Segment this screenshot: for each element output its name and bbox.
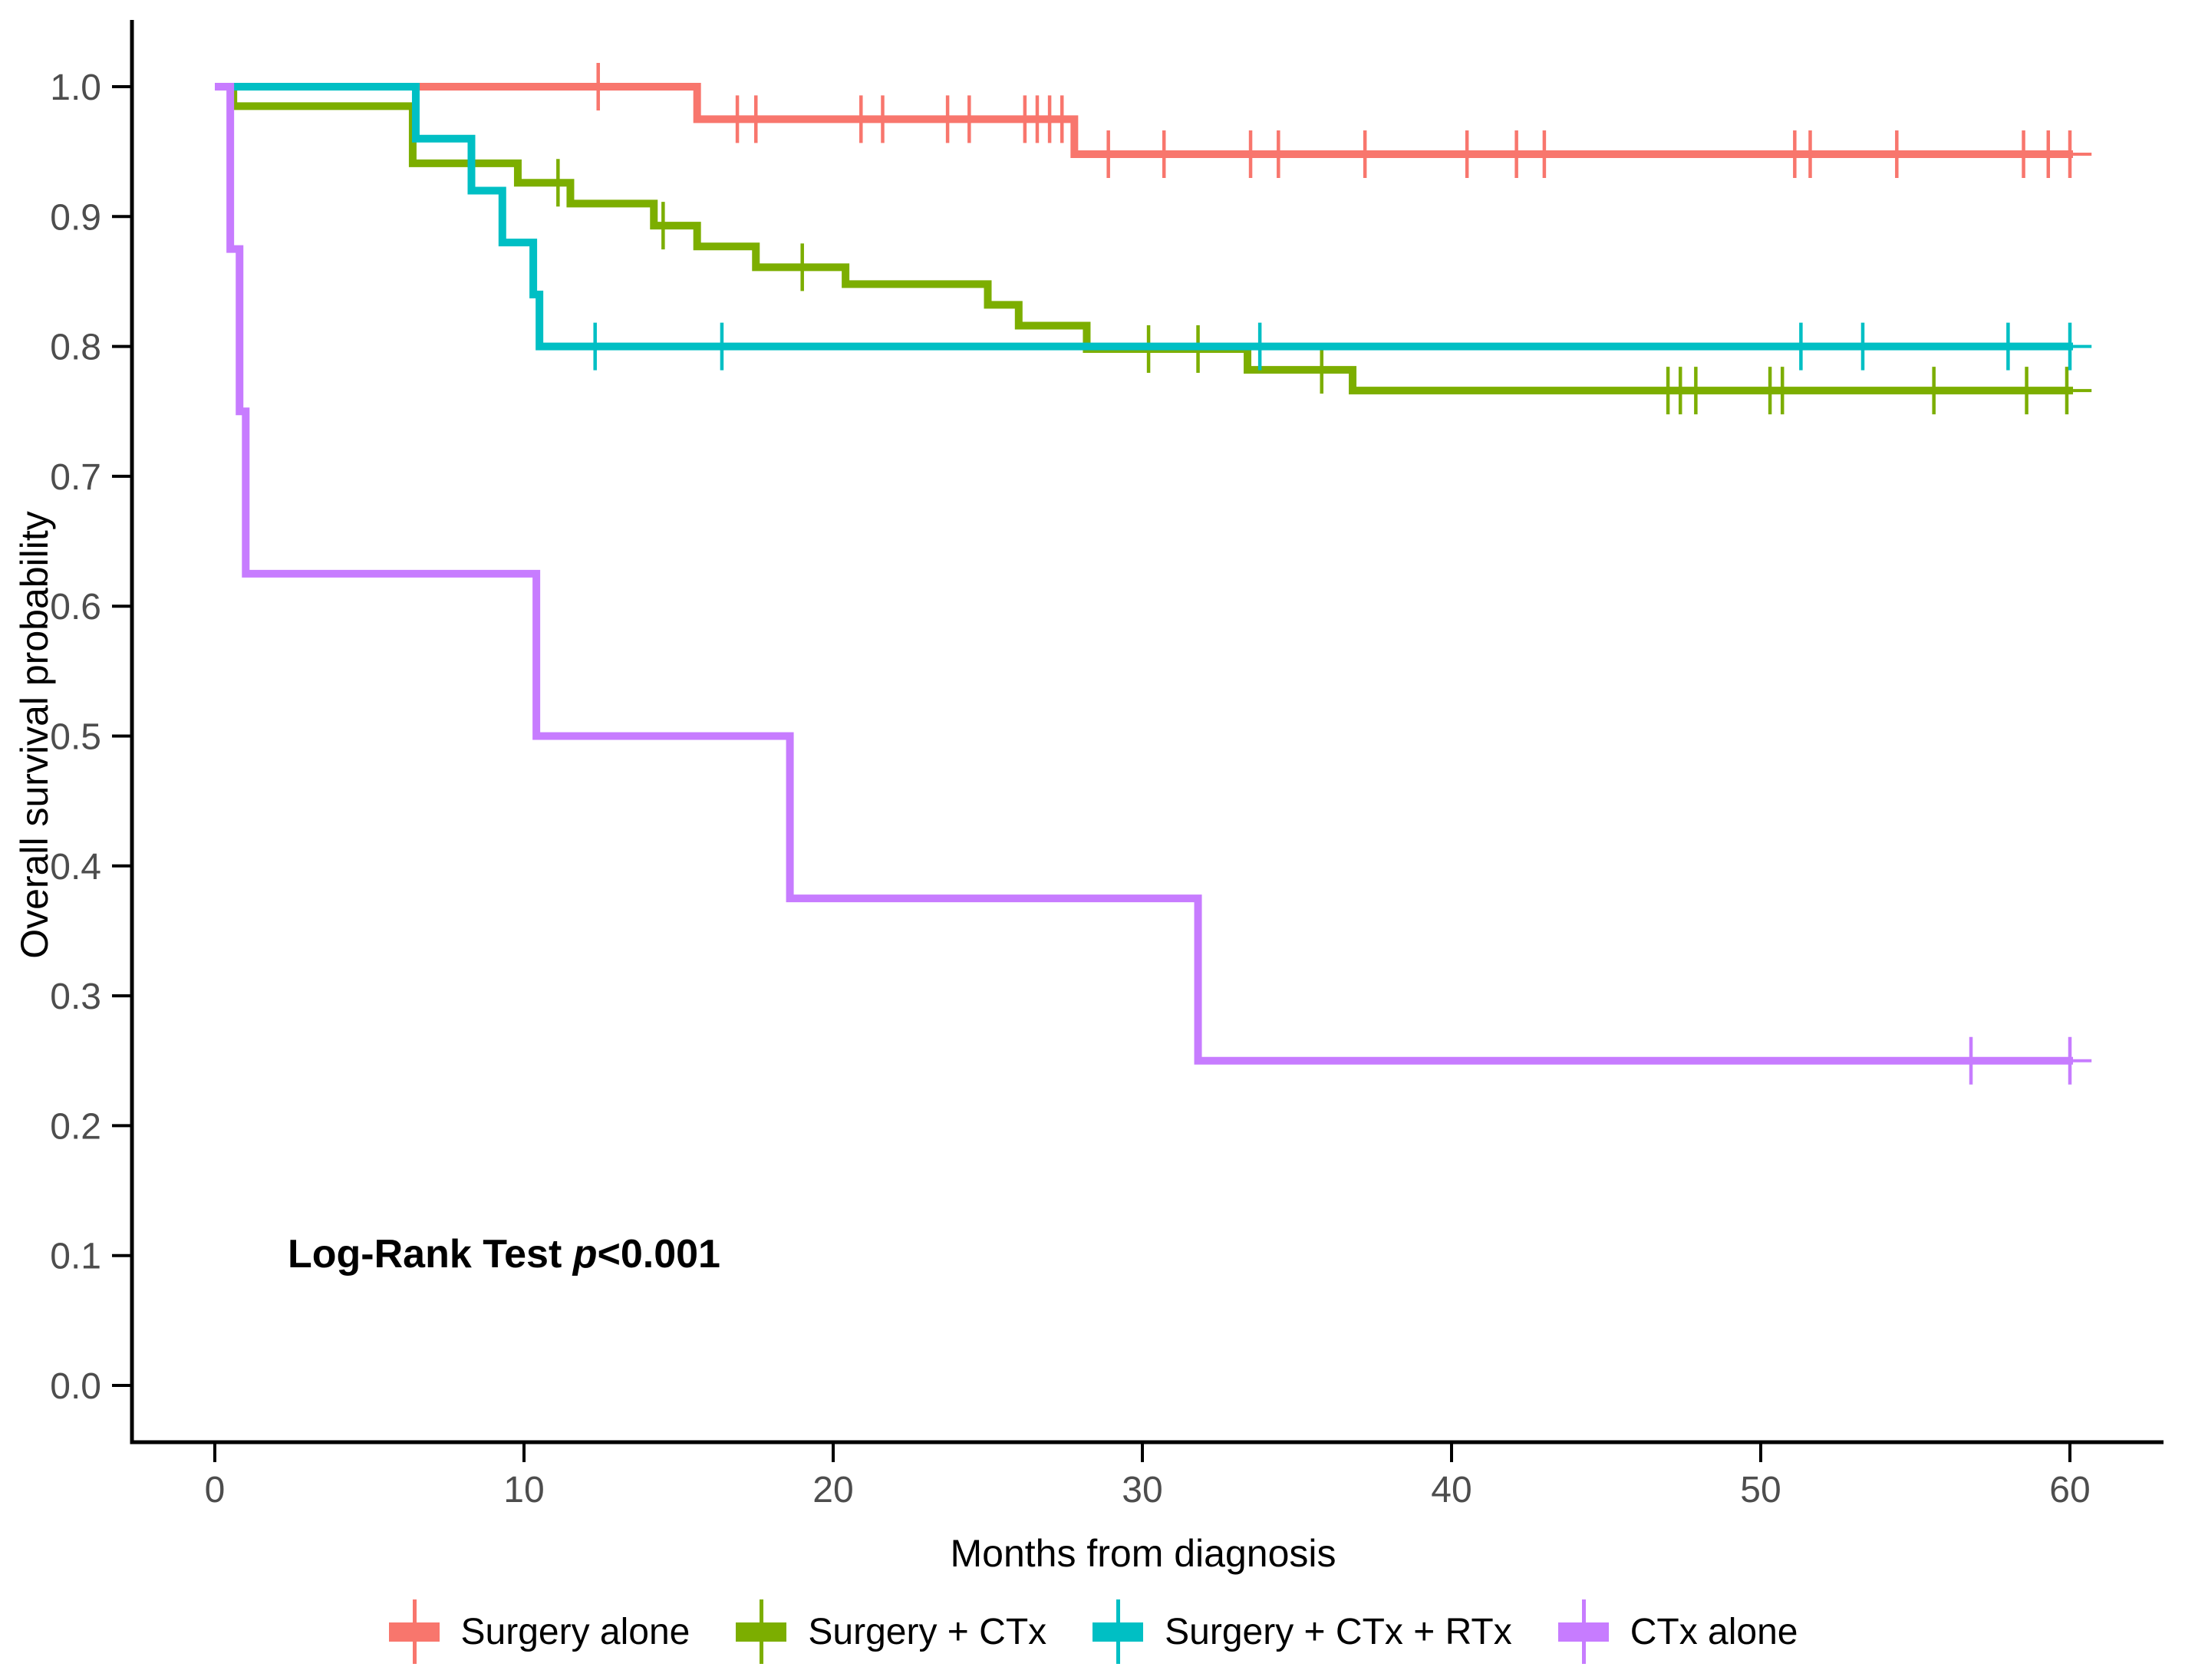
km-censor-key-icon [1557, 1595, 1610, 1668]
survival-curve-surgery-ctx-rtx [215, 83, 2092, 371]
survival-curve-ctx-alone [215, 83, 2092, 1085]
legend-item-ctx-alone: CTx alone [1557, 1595, 1798, 1668]
legend-item-surgery-ctx: Surgery + CTx [734, 1595, 1046, 1668]
y-tick-label: 0.3 [50, 977, 101, 1017]
y-tick-label: 0.6 [50, 587, 101, 628]
y-tick-label: 0.4 [50, 847, 101, 888]
annotation-prefix: Log-Rank Test [288, 1232, 573, 1276]
legend-label: Surgery + CTx [808, 1611, 1047, 1652]
log-rank-annotation: Log-Rank Test p<0.001 [288, 1232, 720, 1276]
x-tick-label: 40 [1431, 1470, 1471, 1510]
x-tick-label: 50 [1740, 1470, 1781, 1510]
y-tick-label: 0.9 [50, 197, 101, 238]
legend-key-bar [1557, 1622, 1609, 1642]
step-line [215, 83, 2074, 1065]
survival-curves [215, 63, 2092, 1085]
km-censor-key-icon [1091, 1595, 1145, 1668]
km-censor-key-icon [734, 1595, 788, 1668]
y-tick-label: 0.1 [50, 1237, 101, 1277]
x-tick-label: 30 [1122, 1470, 1162, 1510]
legend-key-bar [736, 1622, 787, 1642]
x-tick-label: 10 [503, 1470, 544, 1510]
annotation-p-symbol: p [572, 1232, 598, 1276]
step-line [215, 83, 2074, 351]
y-tick-label: 0.8 [50, 328, 101, 368]
legend-label: Surgery alone [460, 1611, 690, 1652]
legend-label: CTx alone [1630, 1611, 1798, 1652]
y-tick-label: 0.0 [50, 1366, 101, 1407]
legend-item-surgery-ctx-rtx: Surgery + CTx + RTx [1091, 1595, 1512, 1668]
y-axis-title: Overall survival probability [13, 511, 56, 959]
legend-key-bar [1092, 1622, 1144, 1642]
y-tick-label: 0.2 [50, 1106, 101, 1147]
x-tick-label: 20 [812, 1470, 853, 1510]
step-line [215, 83, 2074, 159]
x-tick-label: 0 [205, 1470, 226, 1510]
y-axis-ticks: 1.0 0.9 0.8 0.7 0.6 0.5 0.4 0.3 0.2 0.1 0.0 [50, 68, 132, 1407]
y-tick-label: 0.7 [50, 457, 101, 498]
x-axis-title: Months from diagnosis [950, 1532, 1336, 1575]
y-tick-label: 1.0 [50, 68, 101, 108]
survival-curve-surgery-alone [215, 63, 2092, 179]
legend-item-surgery-alone: Surgery alone [387, 1595, 690, 1668]
legend: Surgery alone Surgery + CTx Surgery + CTx … [0, 1589, 2185, 1674]
x-axis-ticks: 0 10 20 30 40 50 60 [205, 1442, 2091, 1510]
annotation-suffix: <0.001 [597, 1232, 720, 1276]
km-censor-key-icon [387, 1595, 441, 1668]
x-tick-label: 60 [2049, 1470, 2090, 1510]
legend-key-bar [388, 1622, 440, 1642]
y-tick-label: 0.5 [50, 717, 101, 758]
legend-label: Surgery + CTx + RTx [1165, 1611, 1512, 1652]
